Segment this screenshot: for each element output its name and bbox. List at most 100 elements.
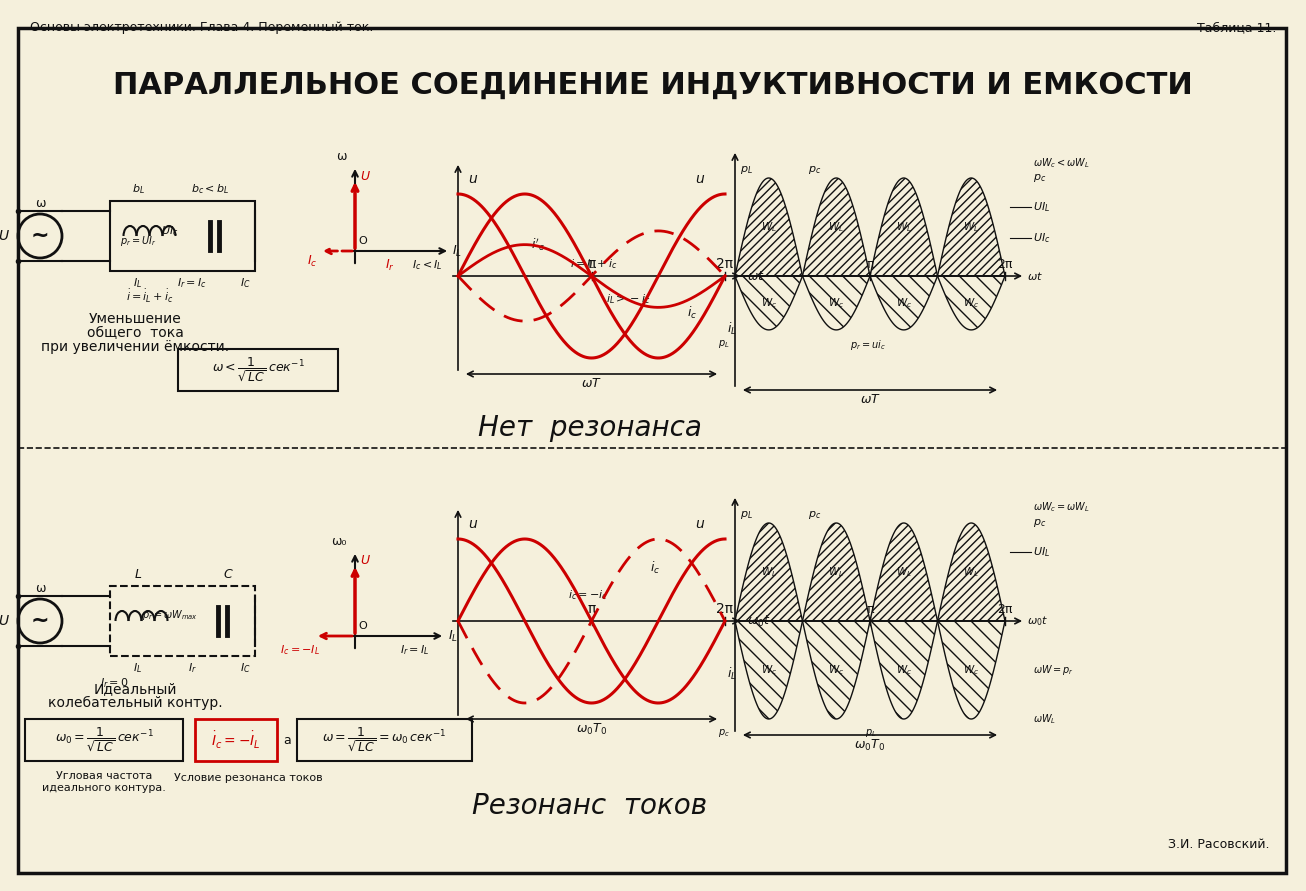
Text: $W_L$: $W_L$	[896, 220, 912, 234]
Text: $\omega T$: $\omega T$	[581, 377, 602, 390]
Text: $i_c$: $i_c$	[650, 560, 660, 576]
Text: $p_L$: $p_L$	[741, 164, 754, 176]
Text: $I_c<I_L$: $I_c<I_L$	[411, 258, 443, 272]
Text: $\omega t$: $\omega t$	[1027, 270, 1043, 282]
Text: $W_L$: $W_L$	[761, 220, 777, 234]
Text: $UI_L$: $UI_L$	[1033, 200, 1050, 215]
Text: Условие резонанса токов: Условие резонанса токов	[174, 773, 323, 783]
Text: $I_c{=}{-}I_L$: $I_c{=}{-}I_L$	[279, 643, 320, 657]
Text: $i_c{=}{-}i_c$: $i_c{=}{-}i_c$	[568, 588, 607, 601]
Text: $b_c<b_L$: $b_c<b_L$	[191, 182, 229, 196]
Text: $\omega t$: $\omega t$	[747, 269, 765, 282]
Text: ω: ω	[35, 197, 46, 210]
Text: $\omega < \dfrac{1}{\sqrt{LC}}\,сек^{-1}$: $\omega < \dfrac{1}{\sqrt{LC}}\,сек^{-1}…	[212, 356, 304, 384]
Text: $I_r{=}I_L$: $I_r{=}I_L$	[400, 643, 430, 657]
Text: 2π: 2π	[717, 602, 734, 616]
Bar	[25, 719, 183, 761]
Text: $W_c$: $W_c$	[828, 296, 844, 310]
Text: 2π: 2π	[998, 603, 1012, 616]
Text: $p_r{=}UI_r$: $p_r{=}UI_r$	[120, 234, 157, 248]
Text: u: u	[468, 172, 477, 186]
Text: $I_C$: $I_C$	[240, 276, 251, 290]
Text: U: U	[0, 229, 8, 243]
Text: $W_c$: $W_c$	[760, 296, 777, 310]
Text: $p_L$: $p_L$	[718, 338, 730, 350]
Bar	[296, 719, 471, 761]
Text: $p_c$: $p_c$	[807, 509, 820, 521]
Text: $\omega W_c{<}\omega W_L$: $\omega W_c{<}\omega W_L$	[1033, 156, 1091, 170]
Text: $\omega_0 t$: $\omega_0 t$	[747, 613, 771, 628]
Text: $\omega_0 t$: $\omega_0 t$	[1027, 614, 1049, 628]
Text: $I_L$: $I_L$	[133, 276, 142, 290]
Text: ω₀: ω₀	[332, 535, 347, 548]
Text: C: C	[223, 568, 232, 581]
Text: $p_r{=}\omega W_{max}$: $p_r{=}\omega W_{max}$	[142, 608, 199, 622]
Text: $\omega W_L$: $\omega W_L$	[1033, 712, 1057, 726]
Text: $W_L$: $W_L$	[896, 565, 912, 579]
Text: U: U	[360, 169, 370, 183]
Text: $\dot{I}_c{=}{-}\dot{I}_L$: $\dot{I}_c{=}{-}\dot{I}_L$	[212, 730, 261, 750]
Text: $I_r$: $I_r$	[385, 257, 394, 273]
Text: Нет  резонанса: Нет резонанса	[478, 414, 701, 442]
Text: $I_r=I_c$: $I_r=I_c$	[178, 276, 206, 290]
Text: ω: ω	[337, 150, 347, 163]
Text: $\omega_0 T_0$: $\omega_0 T_0$	[854, 738, 885, 753]
Text: Уменьшение: Уменьшение	[89, 312, 182, 326]
Text: Резонанс  токов: Резонанс токов	[473, 792, 708, 820]
Text: $\omega_0{=}\dfrac{1}{\sqrt{LC}}\,сек^{-1}$: $\omega_0{=}\dfrac{1}{\sqrt{LC}}\,сек^{-…	[55, 726, 153, 754]
Text: $W_c$: $W_c$	[896, 296, 912, 310]
Text: 2π: 2π	[998, 258, 1012, 271]
Text: З.И. Расовский.: З.И. Расовский.	[1169, 838, 1269, 851]
Text: U: U	[360, 554, 370, 568]
Text: колебательный контур.: колебательный контур.	[48, 696, 222, 710]
Text: $\omega_0 T_0$: $\omega_0 T_0$	[576, 722, 607, 737]
Text: $W_L$: $W_L$	[828, 220, 844, 234]
Text: $p_L$: $p_L$	[865, 727, 876, 739]
Text: $I_L$: $I_L$	[133, 661, 142, 674]
Text: π: π	[866, 603, 874, 616]
Bar	[195, 719, 277, 761]
Text: $UI_L$: $UI_L$	[1033, 545, 1050, 560]
Text: $W_c$: $W_c$	[828, 663, 844, 677]
Text: а: а	[283, 733, 291, 747]
Text: $W_L$: $W_L$	[761, 565, 777, 579]
Text: $p_c$: $p_c$	[1033, 172, 1046, 184]
Bar	[178, 349, 338, 391]
Text: $p_r{=}ui_c$: $p_r{=}ui_c$	[850, 338, 885, 352]
Text: идеального контура.: идеального контура.	[42, 783, 166, 793]
Bar	[110, 586, 255, 656]
Text: ω: ω	[35, 582, 46, 595]
Text: Идеальный: Идеальный	[93, 682, 176, 696]
Text: $I_C$: $I_C$	[240, 661, 251, 674]
Text: π: π	[588, 602, 596, 616]
Text: $I_r$: $I_r$	[188, 661, 196, 674]
Text: $\dot{i}=\dot{i}_L+\dot{i}_c$: $\dot{i}=\dot{i}_L+\dot{i}_c$	[127, 288, 174, 305]
Text: O: O	[358, 621, 367, 631]
Text: π: π	[588, 257, 596, 271]
Text: $i_L>-i_c$: $i_L>-i_c$	[606, 292, 650, 306]
Text: ~: ~	[30, 226, 50, 246]
Text: U: U	[0, 614, 8, 628]
Text: Таблица 11.: Таблица 11.	[1196, 21, 1276, 34]
Text: u: u	[468, 517, 477, 531]
Text: $p_c$: $p_c$	[718, 727, 730, 739]
Text: $i_L$: $i_L$	[727, 666, 737, 683]
Text: ПАРАЛЛЕЛЬНОЕ СОЕДИНЕНИЕ ИНДУКТИВНОСТИ И ЕМКОСТИ: ПАРАЛЛЕЛЬНОЕ СОЕДИНЕНИЕ ИНДУКТИВНОСТИ И …	[114, 71, 1192, 100]
Text: Угловая частота: Угловая частота	[56, 771, 153, 781]
Text: $W_L$: $W_L$	[964, 220, 980, 234]
Text: при увеличении ёмкости.: при увеличении ёмкости.	[40, 340, 229, 354]
Text: $W_c$: $W_c$	[896, 663, 912, 677]
Text: общего  тока: общего тока	[86, 326, 183, 340]
Text: u: u	[695, 172, 704, 186]
Text: $W_L$: $W_L$	[964, 565, 980, 579]
Text: $i_L$: $i_L$	[727, 322, 737, 338]
Text: Основы электротехники. Глава 4. Переменный ток.: Основы электротехники. Глава 4. Переменн…	[30, 21, 374, 34]
Text: u: u	[695, 517, 704, 531]
Text: $p_c$: $p_c$	[807, 164, 820, 176]
Text: $I_c$: $I_c$	[307, 254, 317, 269]
Text: $W_c$: $W_c$	[760, 663, 777, 677]
Text: L: L	[135, 568, 141, 581]
Text: $W_L$: $W_L$	[828, 565, 844, 579]
Text: $\omega W_c{=}\omega W_L$: $\omega W_c{=}\omega W_L$	[1033, 500, 1091, 514]
Text: $\omega T$: $\omega T$	[859, 393, 880, 406]
